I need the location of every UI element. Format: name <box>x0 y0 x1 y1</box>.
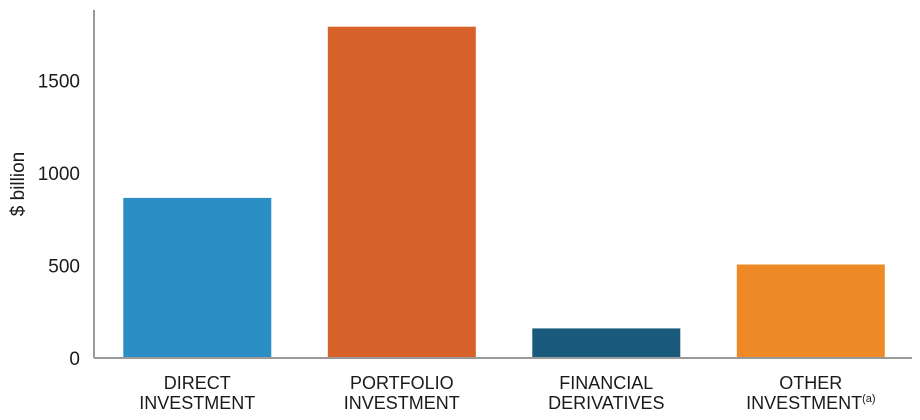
bar-portfolio-investment <box>327 26 476 358</box>
y-tick-label: 1500 <box>38 71 80 92</box>
bar-other-investment <box>736 264 885 358</box>
y-tick-labels: 0 500 1000 1500 <box>38 71 80 370</box>
x-tick-label-direct-investment: DIRECT INVESTMENT <box>139 373 255 413</box>
bar-financial-derivatives <box>532 328 681 358</box>
x-tick-label-other-investment: OTHER INVESTMENT(a) <box>746 373 875 413</box>
footnote-marker: (a) <box>862 393 875 405</box>
y-tick-label: 1000 <box>38 164 80 185</box>
y-tick-label: 0 <box>69 349 80 370</box>
x-tick-label-financial-derivatives: FINANCIAL DERIVATIVES <box>548 373 664 413</box>
y-tick-label: 500 <box>48 256 80 277</box>
x-tick-label-portfolio-investment: PORTFOLIO INVESTMENT <box>344 373 460 413</box>
x-category-labels: DIRECT INVESTMENT PORTFOLIO INVESTMENT FINAN… <box>139 373 875 413</box>
y-axis-title: $ billion <box>8 152 29 216</box>
bar-direct-investment <box>123 197 272 358</box>
bars-group <box>123 26 885 358</box>
